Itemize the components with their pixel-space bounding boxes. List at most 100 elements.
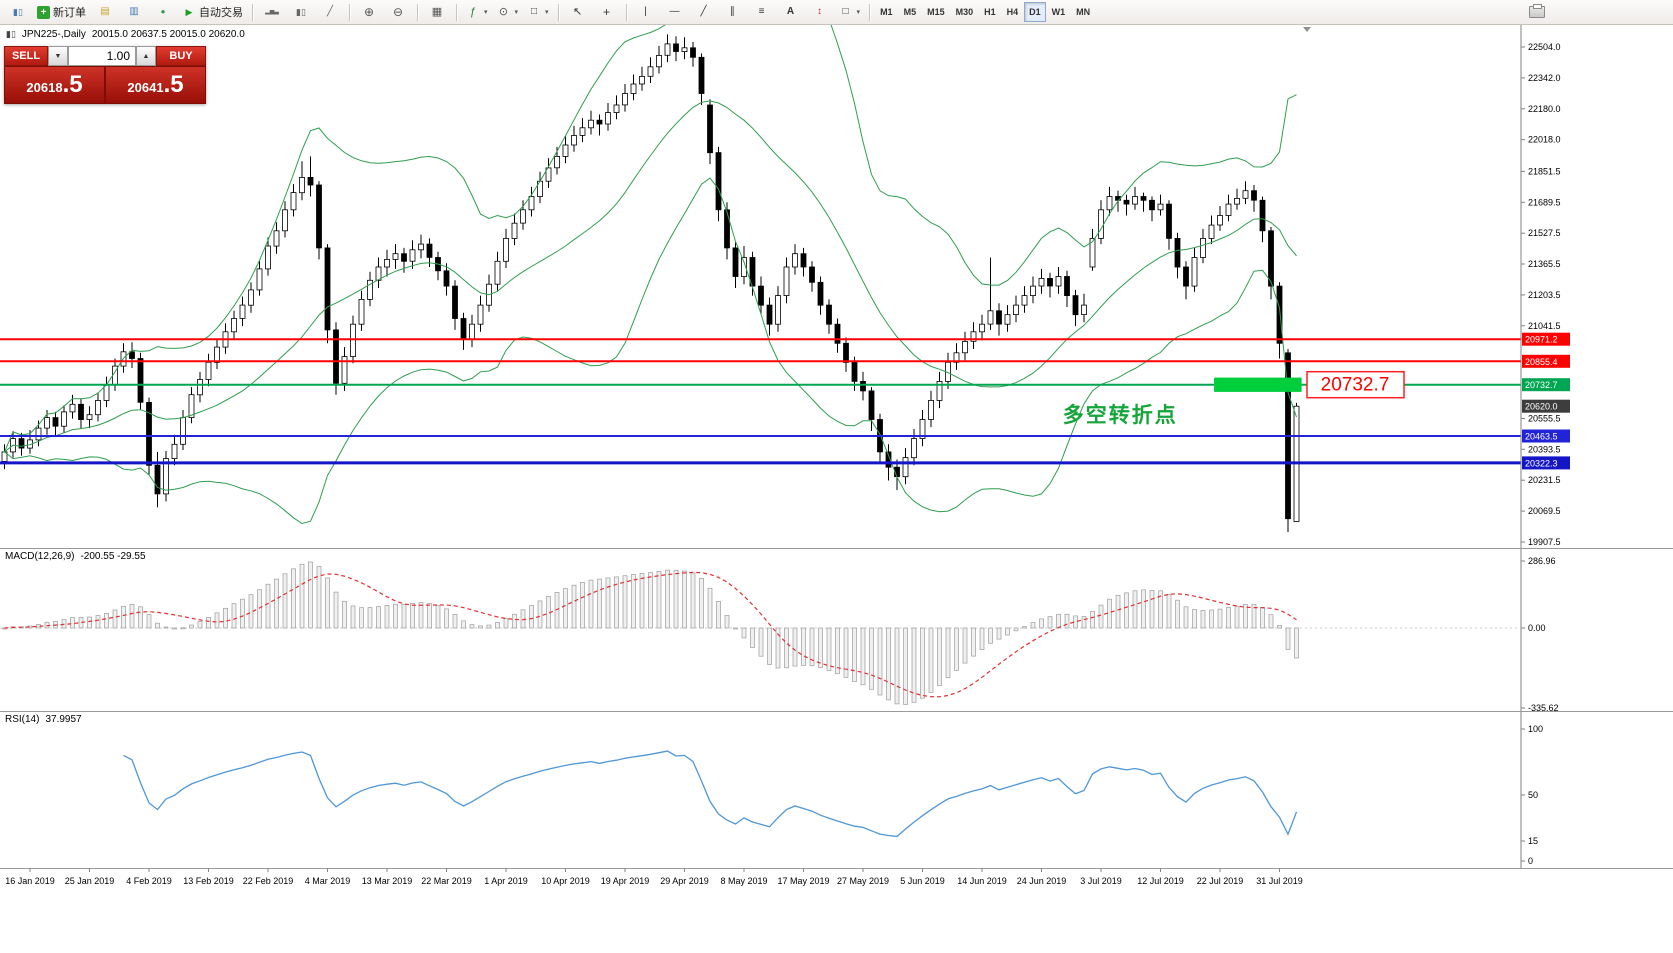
line-chart-type-button[interactable]: ╱ — [316, 1, 344, 23]
button-label: M1 — [880, 7, 893, 17]
price-label-box[interactable]: 20732.7 — [1306, 370, 1405, 399]
horizontal-line-tool-button[interactable]: — — [661, 1, 689, 23]
chart-shift-marker[interactable] — [1303, 27, 1311, 32]
timeframe-m15-button[interactable]: M15 — [922, 2, 950, 22]
arrows-icon: ↕ — [817, 6, 823, 17]
svg-text:22 Mar 2019: 22 Mar 2019 — [421, 876, 472, 886]
buy-price-display[interactable]: 20641 .5 — [105, 66, 206, 104]
svg-text:14 Jun 2019: 14 Jun 2019 — [957, 876, 1007, 886]
navigator-button[interactable]: ● — [149, 1, 177, 23]
timeframe-m1-button[interactable]: M1 — [875, 2, 898, 22]
shapes-icon: □ — [842, 6, 849, 17]
chart-menu-button[interactable]: ▮▯ — [4, 1, 32, 23]
shapes-tool-button[interactable]: □ ▾ — [835, 1, 865, 23]
market-watch-button[interactable]: ▤ — [91, 1, 119, 23]
crosshair-tool-button[interactable]: + — [593, 1, 621, 23]
shapes-icon: □ — [531, 6, 538, 17]
macd-name: MACD(12,26,9) — [5, 551, 75, 562]
print-button[interactable] — [1523, 1, 1551, 23]
rsi-value: 37.9957 — [45, 714, 82, 725]
periods-button[interactable]: ⊙ ▾ — [493, 1, 523, 23]
svg-text:31 Jul 2019: 31 Jul 2019 — [1256, 876, 1303, 886]
data-window-button[interactable]: ▥ — [120, 1, 148, 23]
price-axis-labels: 22504.0 22342.0 22180.0 22018.0 21851.5 21689… — [1521, 42, 1561, 547]
candle-chart-icon: ▮▯ — [6, 29, 16, 39]
symbol-header: ▮▯ JPN225-,Daily 20015.0 20637.5 20015.0… — [6, 29, 245, 40]
zoom-out-button[interactable]: ⊖ — [384, 1, 412, 23]
rsi-name: RSI(14) — [5, 714, 40, 725]
bars-icon: ▂▅▃ — [265, 9, 279, 15]
templates-button[interactable]: □ ▾ — [523, 1, 553, 23]
volume-down-button[interactable]: ▼ — [48, 46, 68, 66]
bar-chart-type-button[interactable]: ▂▅▃ — [258, 1, 286, 23]
turning-point-annotation[interactable]: 多空转折点 — [1063, 403, 1178, 427]
sell-price-main: 20618 — [26, 80, 63, 95]
svg-text:10 Apr 2019: 10 Apr 2019 — [541, 876, 590, 886]
svg-text:27 May 2019: 27 May 2019 — [837, 876, 889, 886]
time-axis[interactable]: 16 Jan 2019 25 Jan 2019 4 Feb 2019 13 Feb 2… — [5, 868, 1303, 886]
button-label: MN — [1076, 7, 1091, 17]
timeframe-h1-button[interactable]: H1 — [979, 2, 1001, 22]
svg-text:19907.5: 19907.5 — [1528, 537, 1561, 547]
svg-text:12 Jul 2019: 12 Jul 2019 — [1137, 876, 1184, 886]
auto-trading-button[interactable]: ▶ 自动交易 — [178, 1, 247, 23]
rsi-line — [123, 750, 1298, 838]
toolbar-separator — [456, 3, 457, 21]
svg-text:22180.0: 22180.0 — [1528, 104, 1561, 114]
sell-price-display[interactable]: 20618 .5 — [4, 66, 105, 104]
indicators-button[interactable]: ƒ ▾ — [462, 1, 492, 23]
timeframe-h4-button[interactable]: H4 — [1002, 2, 1024, 22]
button-label: D1 — [1029, 7, 1041, 17]
price-axis[interactable] — [1521, 25, 1673, 868]
svg-text:21527.5: 21527.5 — [1528, 228, 1561, 238]
volume-input[interactable]: 1.00 — [68, 46, 136, 66]
svg-text:0: 0 — [1528, 856, 1533, 866]
price-tags: 20971.2 20855.4 20732.7 20463.5 20322.3 20620… — [1522, 332, 1570, 470]
button-label: H1 — [984, 7, 996, 17]
dropdown-arrow-icon: ▾ — [545, 9, 549, 16]
arrows-tool-button[interactable]: ↕ — [806, 1, 834, 23]
dropdown-arrow-icon: ▾ — [484, 9, 488, 16]
trendline-tool-button[interactable]: ╱ — [690, 1, 718, 23]
toolbar: ▮▯ + 新订单 ▤ ▥ ● ▶ 自动交易 ▂▅▃ ▮▯ ╱ ⊕ ⊖ ▦ ƒ ▾ ⊙ ▾ □ ▾ ↖ + | — ╱ ∥ ≡ A ↕ □ ▾… — [0, 0, 1673, 25]
order-plus-icon: + — [37, 5, 50, 19]
timeframe-m30-button[interactable]: M30 — [951, 2, 979, 22]
channel-tool-button[interactable]: ∥ — [719, 1, 747, 23]
symbol-name: JPN225-,Daily — [21, 29, 86, 40]
highlight-rectangle[interactable] — [1214, 377, 1302, 392]
svg-text:21041.5: 21041.5 — [1528, 321, 1561, 331]
fibo-icon: ≡ — [758, 6, 765, 17]
zoom-in-icon: ⊕ — [363, 5, 375, 19]
macd-values: -200.55 -29.55 — [80, 551, 146, 562]
text-icon: A — [786, 6, 795, 17]
zoom-in-button[interactable]: ⊕ — [355, 1, 383, 23]
hline-icon: — — [669, 6, 680, 17]
svg-text:20069.5: 20069.5 — [1528, 506, 1561, 516]
level-lines[interactable] — [0, 338, 1521, 465]
timeframe-w1-button[interactable]: W1 — [1047, 2, 1071, 22]
fibonacci-tool-button[interactable]: ≡ — [748, 1, 776, 23]
buy-button[interactable]: BUY — [156, 46, 206, 66]
svg-text:16 Jan 2019: 16 Jan 2019 — [5, 876, 55, 886]
volume-up-button[interactable]: ▲ — [136, 46, 156, 66]
timeframe-d1-button[interactable]: D1 — [1024, 2, 1046, 22]
candle-chart-type-button[interactable]: ▮▯ — [287, 1, 315, 23]
crosshair-icon: + — [603, 5, 611, 19]
tile-icon: ▦ — [431, 6, 443, 18]
timeframe-m5-button[interactable]: M5 — [899, 2, 922, 22]
svg-text:20393.5: 20393.5 — [1528, 444, 1561, 454]
cursor-icon: ↖ — [572, 6, 583, 18]
new-order-button[interactable]: + 新订单 — [33, 1, 90, 23]
sell-button[interactable]: SELL — [4, 46, 48, 66]
timeframe-mn-button[interactable]: MN — [1071, 2, 1095, 22]
svg-text:22342.0: 22342.0 — [1528, 73, 1561, 83]
text-tool-button[interactable]: A — [777, 1, 805, 23]
svg-text:8 May 2019: 8 May 2019 — [720, 876, 767, 886]
button-label: 新订单 — [53, 7, 86, 19]
svg-text:20231.5: 20231.5 — [1528, 475, 1561, 485]
vertical-line-tool-button[interactable]: | — [632, 1, 660, 23]
tile-windows-button[interactable]: ▦ — [423, 1, 451, 23]
candlesticks — [1, 34, 1300, 532]
cursor-tool-button[interactable]: ↖ — [564, 1, 592, 23]
